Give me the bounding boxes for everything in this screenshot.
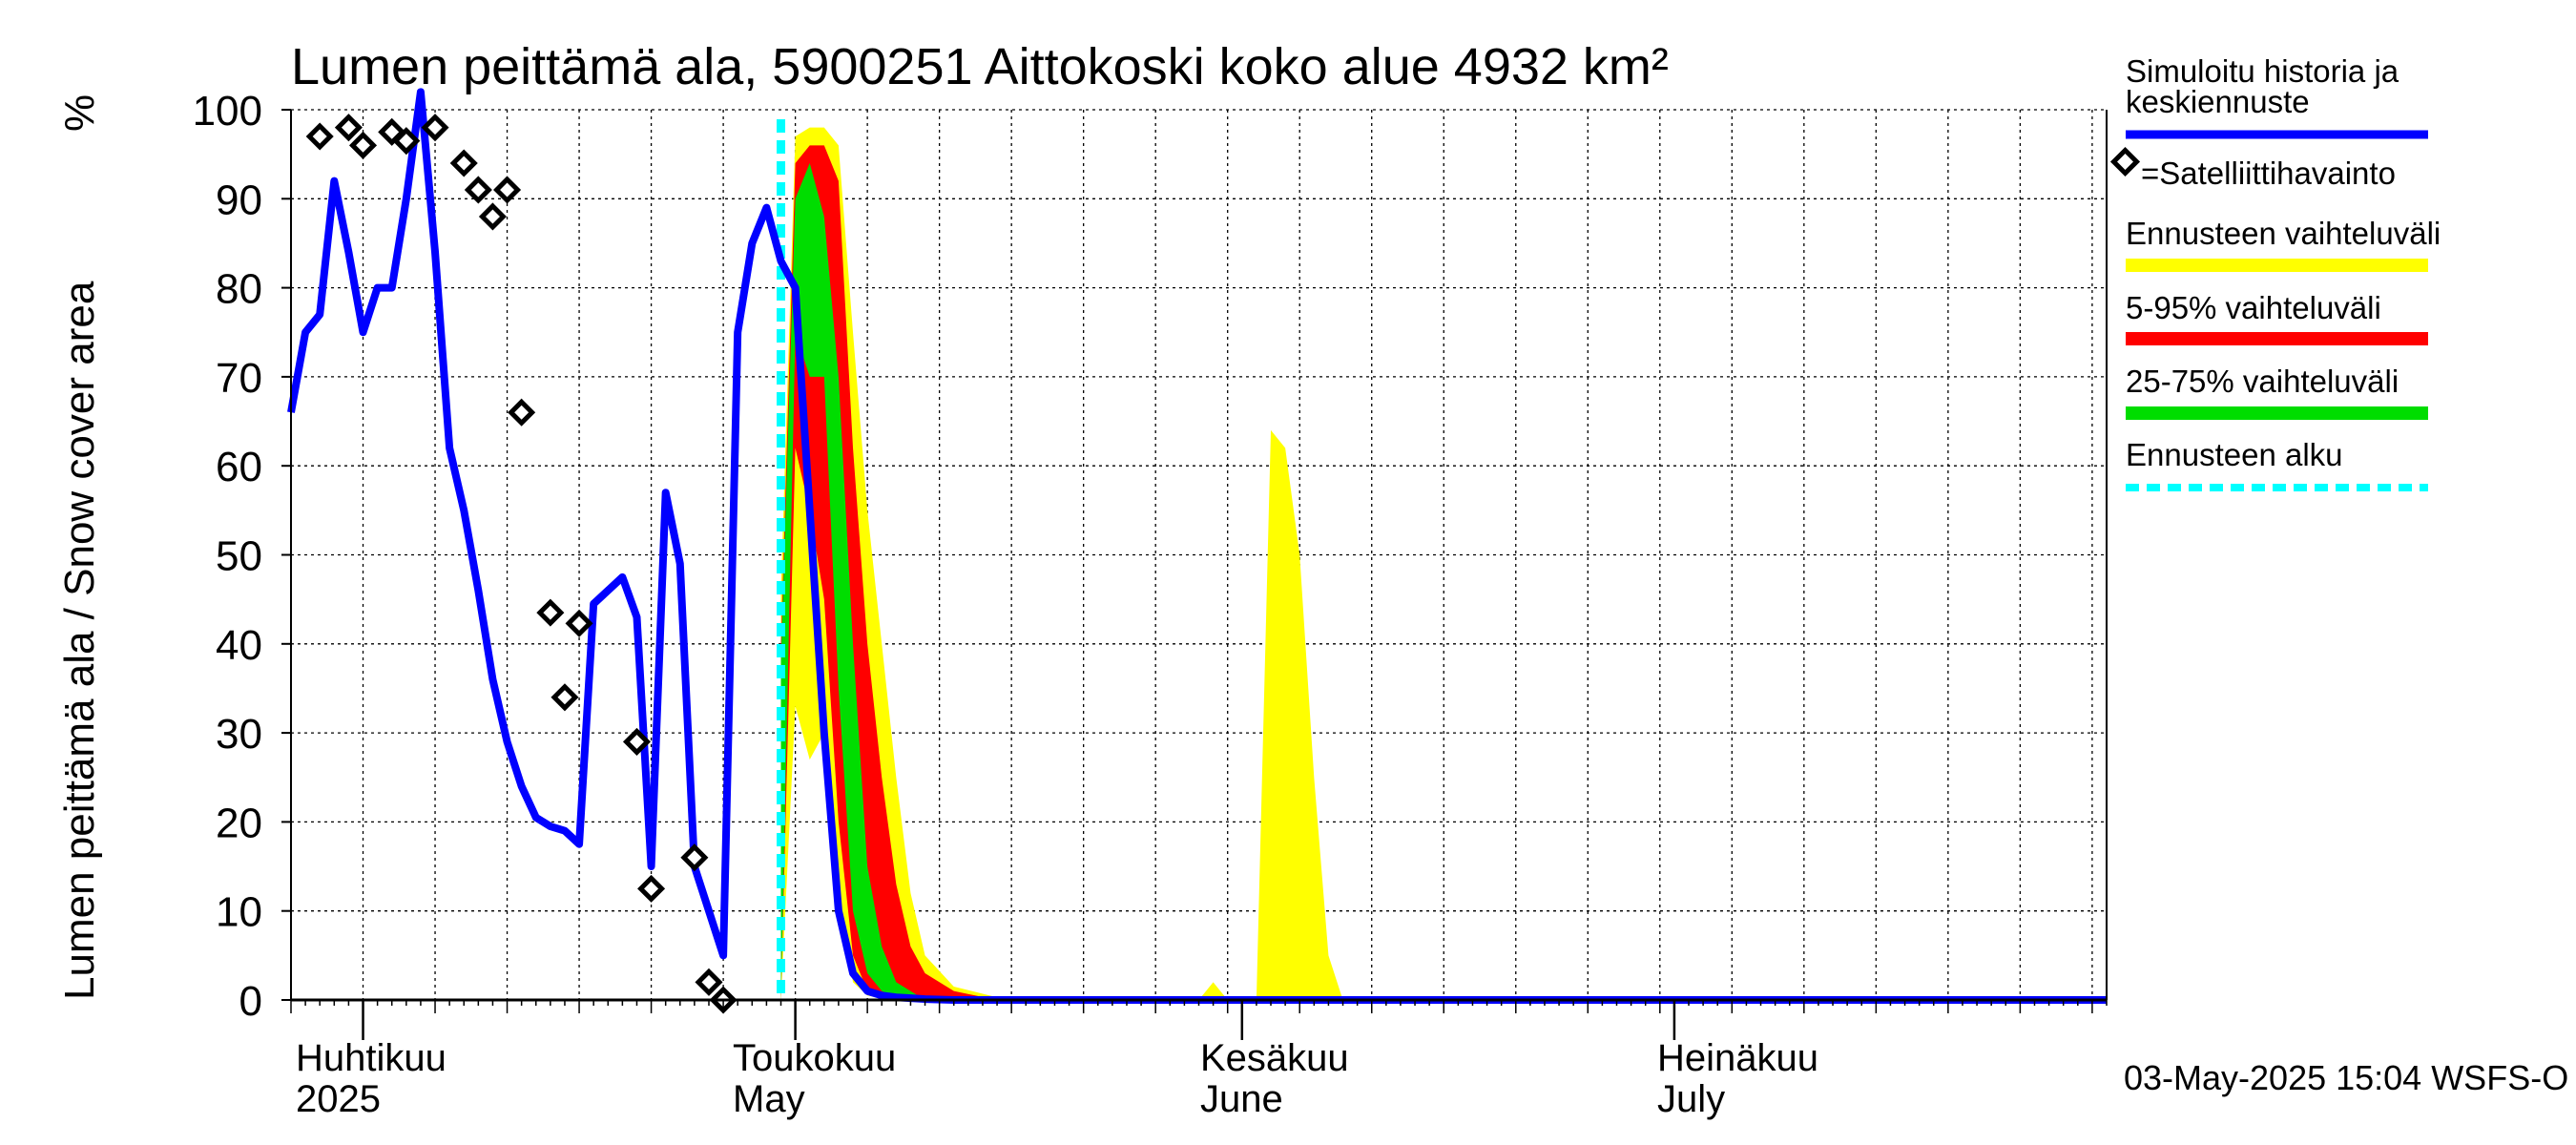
- satellite-point: [421, 114, 449, 142]
- y-tick-label: 50: [216, 533, 262, 580]
- satellite-point: [680, 843, 709, 872]
- x-label-april-year: 2025: [296, 1078, 381, 1120]
- x-label-may-en: May: [733, 1078, 805, 1120]
- satellite-point: [334, 114, 363, 142]
- legend-25-75-label: 25-75% vaihteluväli: [2126, 364, 2399, 399]
- band-25-75: [780, 162, 925, 1001]
- axes: 0 10 20 30 40 50 60 70 80 90 100: [193, 88, 2108, 1040]
- y-axis-label: Lumen peittämä ala / Snow cover area: [56, 281, 103, 1000]
- x-label-june-en: June: [1200, 1078, 1283, 1120]
- y-tick-label: 60: [216, 444, 262, 490]
- satellite-point: [348, 131, 378, 159]
- y-tick-label: 20: [216, 800, 262, 846]
- y-tick-label: 90: [216, 177, 262, 223]
- x-label-june: Kesäkuu: [1200, 1037, 1349, 1079]
- y-tick-label: 80: [216, 266, 262, 313]
- legend: Simuloitu historia ja keskiennuste =Sate…: [2109, 53, 2441, 491]
- y-tick-label: 40: [216, 622, 262, 669]
- satellite-point: [622, 727, 652, 756]
- x-label-july: Heinäkuu: [1657, 1037, 1818, 1079]
- legend-range-label: Ennusteen vaihteluväli: [2126, 216, 2441, 251]
- chart-title: Lumen peittämä ala, 5900251 Aittokoski k…: [291, 38, 1669, 95]
- band-25-75-area: [780, 162, 925, 1001]
- legend-simulated-label-1: Simuloitu historia ja: [2126, 53, 2399, 89]
- satellite-point: [392, 127, 421, 156]
- satellite-point: [637, 874, 666, 903]
- legend-simulated-label-2: keskiennuste: [2126, 84, 2310, 119]
- x-label-april: Huhtikuu: [296, 1037, 447, 1079]
- grid-lines: [291, 109, 2107, 1000]
- satellite-point: [478, 202, 507, 231]
- satellite-point: [464, 176, 492, 204]
- legend-satellite-diamond: [2109, 146, 2141, 177]
- y-tick-label: 0: [239, 978, 262, 1025]
- satellite-observations: [305, 114, 737, 1014]
- y-tick-label: 10: [216, 889, 262, 936]
- legend-5-95-label: 5-95% vaihteluväli: [2126, 290, 2381, 325]
- satellite-point: [493, 176, 522, 204]
- y-axis-unit: %: [56, 94, 103, 132]
- satellite-point: [449, 149, 478, 177]
- y-tick-label: 30: [216, 711, 262, 758]
- satellite-point: [536, 598, 565, 627]
- simulated-series: [287, 88, 2107, 1004]
- satellite-point: [551, 683, 579, 712]
- x-axis-labels: Huhtikuu 2025 Toukokuu May Kesäkuu June …: [296, 1037, 1818, 1120]
- x-label-july-en: July: [1657, 1078, 1725, 1120]
- satellite-point: [305, 122, 334, 151]
- x-label-may: Toukokuu: [733, 1037, 896, 1079]
- forecast-range-band: [780, 127, 2107, 1000]
- legend-forecast-start-label: Ennusteen alku: [2126, 437, 2343, 472]
- legend-satellite-label: =Satelliittihavainto: [2141, 156, 2396, 191]
- footer-timestamp: 03-May-2025 15:04 WSFS-O: [2124, 1058, 2568, 1097]
- satellite-point: [508, 398, 536, 427]
- simulated-line: [287, 88, 2107, 1004]
- y-tick-label: 100: [193, 88, 262, 135]
- satellite-point: [565, 609, 593, 637]
- forecast-range-area: [780, 127, 2107, 1000]
- y-tick-label: 70: [216, 355, 262, 402]
- satellite-point: [695, 968, 723, 996]
